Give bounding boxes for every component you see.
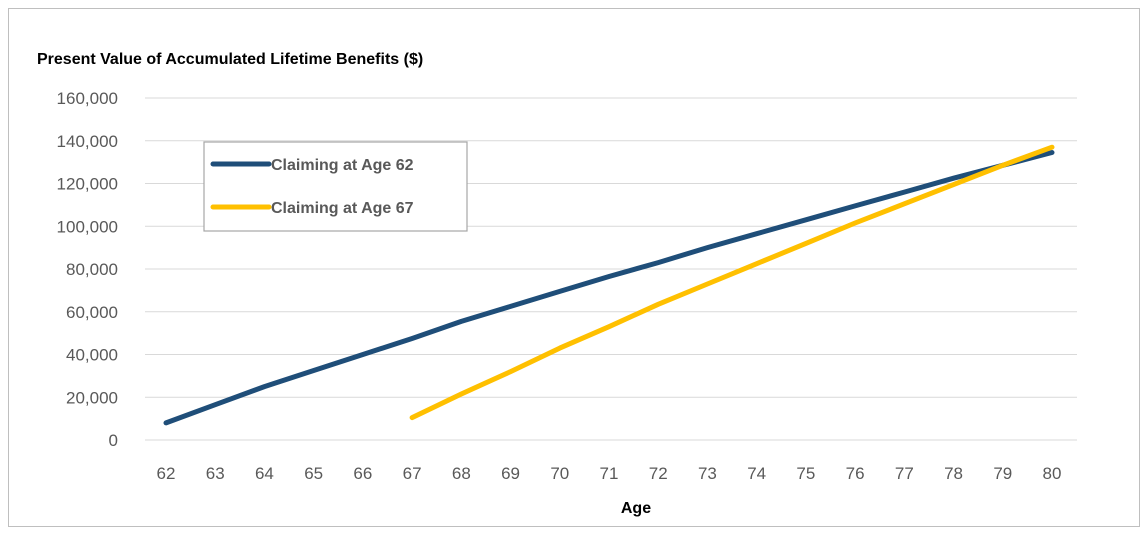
y-tick-label: 0 — [109, 431, 118, 450]
x-tick-label: 70 — [550, 464, 569, 483]
x-tick-label: 79 — [993, 464, 1012, 483]
y-tick-label: 60,000 — [66, 303, 118, 322]
gridlines — [145, 97, 1077, 441]
x-axis-ticks: 62 63 64 65 66 67 68 69 70 71 72 73 74 75 76 77 78 79 80 — [157, 464, 1062, 483]
x-tick-label: 72 — [649, 464, 668, 483]
x-tick-label: 67 — [403, 464, 422, 483]
x-tick-label: 65 — [304, 464, 323, 483]
y-tick-label: 160,000 — [57, 89, 118, 108]
x-tick-label: 78 — [944, 464, 963, 483]
x-tick-label: 63 — [206, 464, 225, 483]
y-tick-label: 80,000 — [66, 260, 118, 279]
x-tick-label: 75 — [796, 464, 815, 483]
x-axis-label: Age — [621, 500, 651, 517]
x-tick-label: 74 — [747, 464, 766, 483]
chart-title: Present Value of Accumulated Lifetime Be… — [37, 51, 423, 68]
x-tick-label: 73 — [698, 464, 717, 483]
legend: Claiming at Age 62 Claiming at Age 67 — [203, 141, 468, 232]
y-tick-label: 100,000 — [57, 217, 118, 236]
series-lines — [163, 144, 1055, 426]
legend-label-claiming-67: Claiming at Age 67 — [271, 200, 414, 217]
x-tick-label: 64 — [255, 464, 274, 483]
x-tick-label: 62 — [157, 464, 176, 483]
x-tick-label: 77 — [895, 464, 914, 483]
x-tick-label: 66 — [353, 464, 372, 483]
x-tick-label: 68 — [452, 464, 471, 483]
y-axis-ticks: 0 20,000 40,000 60,000 80,000 100,000 120,000 1… — [57, 89, 118, 450]
x-tick-label: 69 — [501, 464, 520, 483]
x-tick-label: 80 — [1043, 464, 1062, 483]
x-tick-label: 76 — [846, 464, 865, 483]
y-tick-label: 120,000 — [57, 175, 118, 194]
legend-box — [203, 141, 468, 232]
y-tick-label: 20,000 — [66, 388, 118, 407]
series-line-claiming-67 — [409, 144, 1055, 421]
y-tick-label: 140,000 — [57, 132, 118, 151]
y-tick-label: 40,000 — [66, 346, 118, 365]
legend-label-claiming-62: Claiming at Age 62 — [271, 157, 414, 174]
x-tick-label: 71 — [600, 464, 619, 483]
